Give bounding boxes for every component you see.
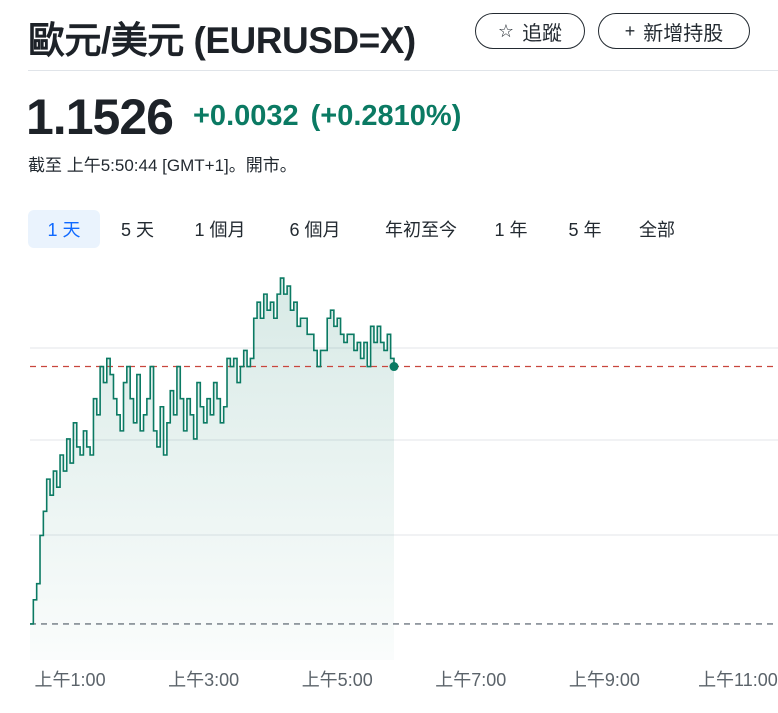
range-tab-all[interactable]: 全部 (639, 220, 675, 240)
range-tabs: 1 天 5 天 1 個月 6 個月 年初至今 1 年 5 年 全部 (28, 210, 689, 248)
range-tab-ytd[interactable]: 年初至今 (385, 220, 457, 240)
range-tab-1m[interactable]: 1 個月 (194, 220, 246, 240)
range-tab-1y[interactable]: 1 年 (494, 220, 528, 240)
range-tab-5d[interactable]: 5 天 (120, 220, 154, 240)
x-axis-tick-label: 上午7:00 (435, 670, 506, 690)
current-price: 1.1526 (26, 89, 174, 145)
follow-label: 追蹤 (522, 22, 563, 45)
x-axis-tick-label: 上午9:00 (569, 670, 640, 690)
x-axis-tick-label: 上午11:00 (698, 670, 778, 690)
plus-icon: + (624, 21, 636, 41)
price-change: +0.0032 (+0.2810%) (193, 100, 461, 133)
price-area-fill (30, 278, 394, 660)
add-holding-label: 新增持股 (643, 22, 724, 45)
price-chart[interactable]: 上午1:00 上午3:00 上午5:00 上午7:00 上午9:00 上午11:00 (0, 250, 778, 713)
header-divider (28, 70, 778, 71)
market-time-status: 截至 上午5:50:44 [GMT+1]。開市。 (28, 156, 297, 175)
page-title: 歐元/美元 (EURUSD=X) (28, 20, 416, 61)
add-holding-button[interactable]: + 新增持股 (598, 13, 750, 49)
range-tab-1d[interactable]: 1 天 (28, 210, 100, 248)
x-axis-tick-label: 上午3:00 (168, 670, 239, 690)
last-price-marker (389, 362, 399, 372)
x-axis-tick-label: 上午1:00 (35, 670, 106, 690)
change-percent: (+0.2810%) (310, 100, 462, 132)
change-value: +0.0032 (193, 100, 299, 132)
x-axis-tick-label: 上午5:00 (302, 670, 373, 690)
star-icon: ☆ (497, 21, 515, 41)
range-tab-5y[interactable]: 5 年 (568, 220, 602, 240)
range-tab-6m[interactable]: 6 個月 (289, 220, 341, 240)
follow-button[interactable]: ☆ 追蹤 (475, 13, 585, 49)
price-line (30, 277, 395, 625)
